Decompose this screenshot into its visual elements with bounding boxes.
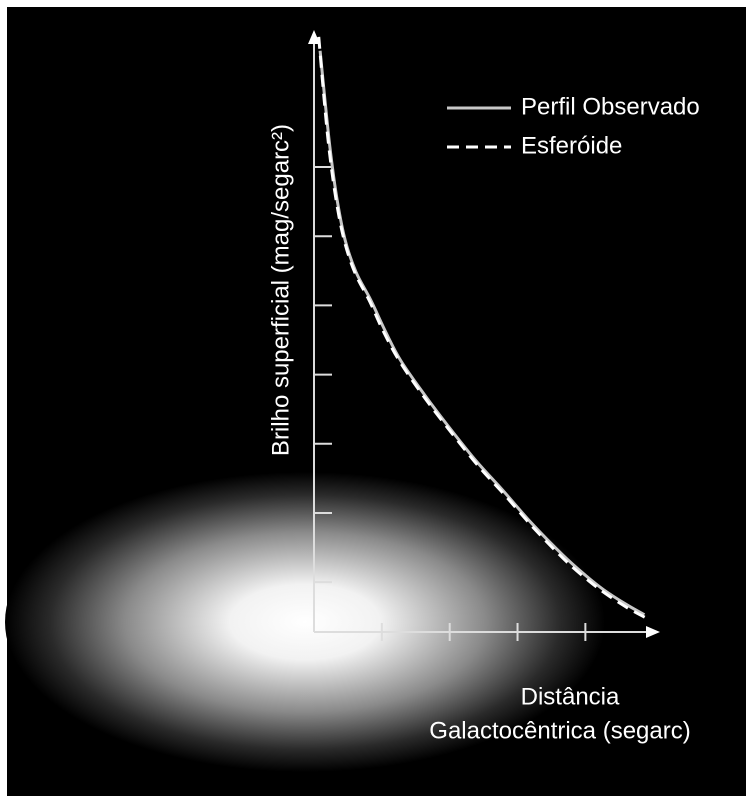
y-axis-arrow — [308, 30, 320, 44]
legend-label: Esferóide — [521, 132, 622, 159]
x-axis-label: Distância — [521, 683, 620, 710]
profile-line — [317, 36, 648, 620]
x-axis-arrow — [646, 626, 660, 638]
y-axis-label: Brilho superficial (mag/segarc²) — [267, 124, 294, 456]
legend-label: Perfil Observado — [521, 93, 700, 120]
x-axis-label: Galactocêntrica (segarc) — [429, 717, 690, 744]
galaxy-glow — [5, 472, 605, 772]
